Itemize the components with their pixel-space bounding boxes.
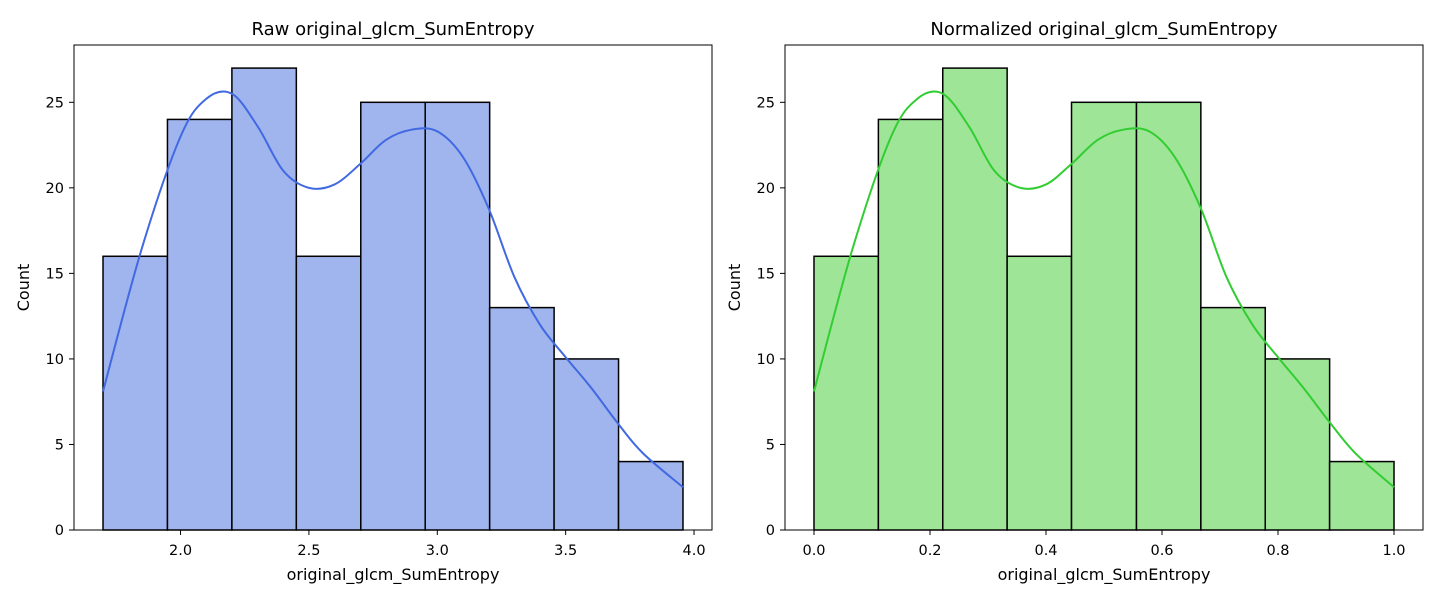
y-tick-label: 20 [757,181,775,197]
x-axis-label: original_glcm_SumEntropy [998,565,1211,585]
x-tick-label: 4.0 [682,543,705,559]
y-tick-label: 20 [46,181,64,197]
x-tick-label: 2.0 [169,543,192,559]
histogram-bar [877,118,944,531]
histogram-bar [1264,358,1331,531]
histogram-bar [102,255,169,531]
y-tick-label: 15 [46,266,64,282]
y-tick-label: 10 [757,352,775,368]
y-axis-label: Count [725,264,744,312]
kde-line [813,90,1395,488]
y-tick-label: 5 [55,437,64,453]
histogram-bar [553,358,620,531]
histogram-bar [295,255,362,531]
x-axis-ticks: 2.0 2.5 3.0 3.5 4.0 [169,530,706,559]
y-tick-label: 25 [757,95,775,111]
y-axis-ticks: 0 5 10 15 20 25 [757,95,785,539]
x-tick-label: 3.0 [426,543,449,559]
histogram-bar [813,255,880,531]
chart-title: Normalized original_glcm_SumEntropy [930,19,1278,40]
histogram-bar [166,118,233,531]
histogram-bar [1200,306,1266,531]
histogram-bar [424,101,491,531]
chart-raw: 2.0 2.5 3.0 3.5 4.0 0 5 10 15 20 25 Raw original_gl… [14,19,713,585]
histogram-bar [231,67,298,531]
x-tick-label: 0.4 [1034,543,1057,559]
histogram-bar [1006,255,1073,531]
axes-frame [73,44,713,531]
y-tick-label: 0 [766,523,775,539]
axes-frame [784,44,1424,531]
y-tick-label: 10 [46,352,64,368]
chart-normalized: 0.0 0.2 0.4 0.6 0.8 1.0 0 5 10 15 20 25 Normalized o… [725,19,1424,585]
x-tick-label: 0.8 [1266,543,1289,559]
x-tick-label: 2.5 [297,543,320,559]
kde-line [102,90,684,488]
histogram-bar [1328,460,1395,531]
x-axis-label: original_glcm_SumEntropy [287,565,500,585]
x-tick-label: 1.0 [1382,543,1405,559]
y-axis-ticks: 0 5 10 15 20 25 [46,95,74,539]
x-tick-label: 0.0 [802,543,825,559]
histogram-bar [617,460,684,531]
y-tick-label: 0 [55,523,64,539]
histogram-bar [360,101,426,531]
histogram-bar [488,306,555,531]
histogram-bar [1070,101,1138,531]
y-tick-label: 5 [766,437,775,453]
y-tick-label: 25 [46,95,64,111]
y-tick-label: 15 [757,266,775,282]
histogram-bar [1135,101,1202,531]
x-axis-ticks: 0.0 0.2 0.4 0.6 0.8 1.0 [802,530,1406,559]
histogram-bars [813,67,1395,531]
x-tick-label: 0.2 [918,543,941,559]
y-axis-label: Count [14,264,33,312]
histogram-bars [102,67,684,531]
x-tick-label: 0.6 [1150,543,1173,559]
chart-title: Raw original_glcm_SumEntropy [251,19,534,40]
x-tick-label: 3.5 [554,543,577,559]
